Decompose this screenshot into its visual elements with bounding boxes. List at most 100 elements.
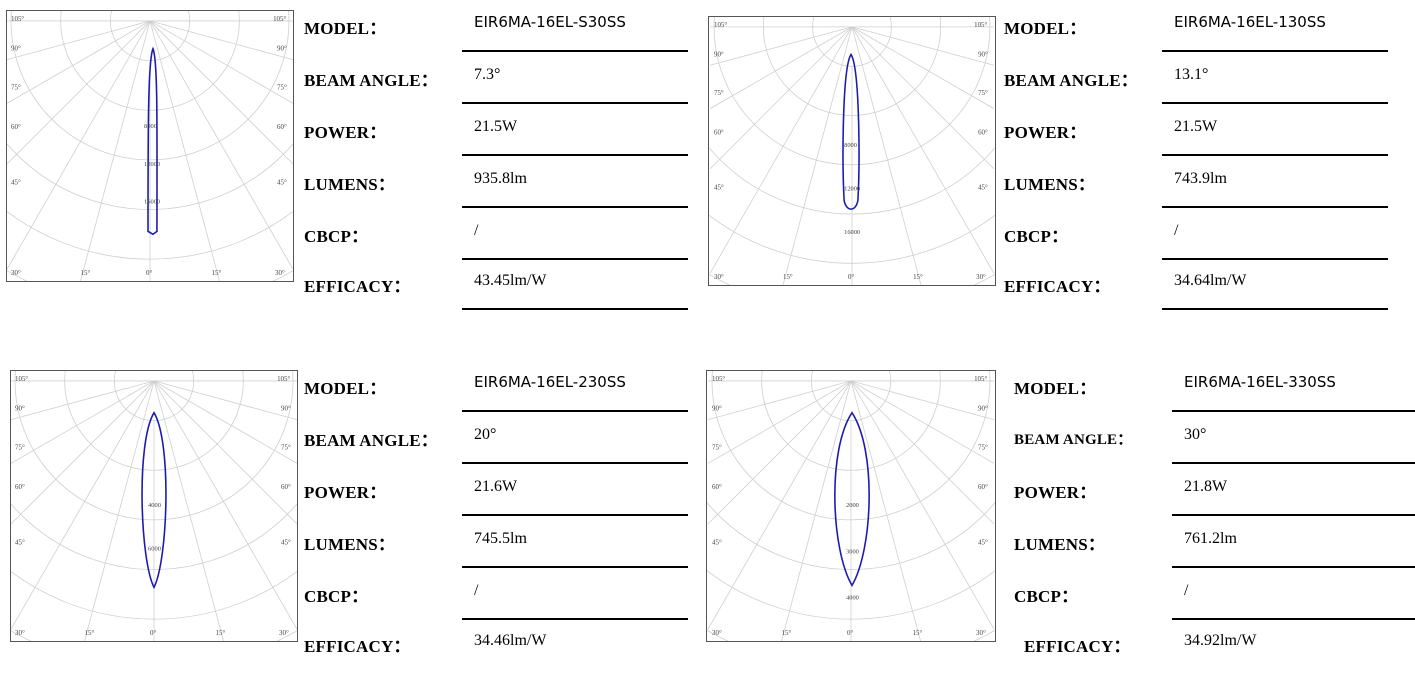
ring-label: 8000 <box>144 123 157 130</box>
angle-label: 15° <box>212 269 222 277</box>
cbcp-value: / <box>474 222 479 239</box>
angle-label: 30° <box>275 269 285 277</box>
angle-label: 90° <box>712 405 722 413</box>
angle-label: 0° <box>847 629 853 637</box>
ring-label: 16000 <box>144 199 160 206</box>
polar-diagram: 8000 12000 16000 105° 90° 75° 60° 45° 30… <box>708 16 996 286</box>
angle-label: 45° <box>277 179 287 187</box>
ring-label: 12000 <box>144 161 160 168</box>
angle-label: 15° <box>783 274 793 281</box>
row-divider <box>462 308 688 310</box>
row-divider <box>462 462 688 464</box>
ring-label: 8000 <box>844 142 857 149</box>
model-label: MODEL： <box>1014 379 1097 398</box>
ring-label: 4000 <box>148 502 161 509</box>
row-divider <box>1162 102 1388 104</box>
intensity-curve <box>141 411 167 590</box>
angle-label: 75° <box>277 83 287 91</box>
angle-label: 45° <box>281 539 291 547</box>
angle-label: 45° <box>712 539 722 547</box>
ring-label: 6000 <box>148 546 161 553</box>
angle-label: 90° <box>714 51 724 58</box>
lumens-value: 935.8lm <box>474 170 527 187</box>
angle-label: 30° <box>712 629 722 637</box>
row-divider <box>462 514 688 516</box>
angle-label: 45° <box>714 184 724 191</box>
product-card-1: 8000 12000 16000 105° 90° 75° 60° 45° 30… <box>0 0 700 320</box>
row-divider <box>462 258 688 260</box>
row-divider <box>462 618 688 620</box>
row-divider <box>1162 308 1388 310</box>
power-label: POWER： <box>1014 483 1097 502</box>
angle-label: 15° <box>81 269 91 277</box>
model-label: MODEL： <box>1004 19 1087 38</box>
lumens-label: LUMENS： <box>304 175 396 194</box>
spec-row-cbcp: CBCP： / <box>1014 568 1415 620</box>
polar-diagram: 4000 6000 105° 90° 75° 60° 45° 30° 15° 0… <box>10 370 298 642</box>
angle-label: 60° <box>714 129 724 136</box>
model-value: EIR6MA-16EL-S30SS <box>474 13 626 31</box>
ring-label: 16000 <box>844 229 860 236</box>
angle-label: 90° <box>11 45 21 53</box>
spec-row-lumens: LUMENS： 743.9lm <box>1004 156 1388 208</box>
intensity-curve <box>842 52 860 210</box>
row-divider <box>1162 206 1388 208</box>
angle-label: 15° <box>782 629 792 637</box>
product-card-3: 4000 6000 105° 90° 75° 60° 45° 30° 15° 0… <box>0 360 700 680</box>
efficacy-value: 43.45lm/W <box>474 272 547 289</box>
efficacy-label: EFFICACY： <box>304 637 411 656</box>
model-value: EIR6MA-16EL-130SS <box>1174 13 1326 31</box>
intensity-curve <box>834 411 870 587</box>
efficacy-value: 34.92lm/W <box>1184 632 1257 649</box>
angle-label: 105° <box>974 22 987 29</box>
angle-label: 15° <box>216 629 226 637</box>
angle-label: 90° <box>281 405 291 413</box>
row-divider <box>1172 514 1415 516</box>
lumens-value: 743.9lm <box>1174 170 1227 187</box>
angle-label: 0° <box>848 274 854 281</box>
cbcp-value: / <box>474 582 479 599</box>
row-divider <box>1172 462 1415 464</box>
row-divider <box>1172 566 1415 568</box>
model-label: MODEL： <box>304 19 387 38</box>
row-divider <box>462 410 688 412</box>
angle-label: 75° <box>978 90 988 97</box>
ring-label: 2000 <box>846 502 859 509</box>
angle-label: 45° <box>978 539 988 547</box>
angle-label: 105° <box>277 375 290 383</box>
angle-label: 75° <box>15 443 25 451</box>
cbcp-label: CBCP： <box>304 227 369 246</box>
spec-row-power: POWER： 21.6W <box>304 464 688 516</box>
spec-row-beam-angle: BEAM ANGLE： 20° <box>304 412 688 464</box>
spec-row-lumens: LUMENS： 761.2lm <box>1014 516 1415 568</box>
lumens-value: 745.5lm <box>474 530 527 547</box>
angle-label: 75° <box>712 443 722 451</box>
spec-row-model: MODEL： EIR6MA-16EL-130SS <box>1004 0 1388 52</box>
cbcp-label: CBCP： <box>1014 587 1079 606</box>
angle-label: 60° <box>712 483 722 491</box>
angle-label: 60° <box>978 129 988 136</box>
polar-svg: 2000 3000 4000 105° 90° 75° 60° 45° 30° … <box>707 371 995 641</box>
angle-label: 75° <box>714 90 724 97</box>
angle-label: 105° <box>712 375 725 383</box>
power-value: 21.6W <box>474 478 518 495</box>
spec-row-power: POWER： 21.5W <box>1004 104 1388 156</box>
efficacy-value: 34.64lm/W <box>1174 272 1247 289</box>
angle-label: 105° <box>11 15 24 23</box>
lumens-label: LUMENS： <box>1014 535 1106 554</box>
efficacy-label: EFFICACY： <box>1024 637 1131 656</box>
model-value: EIR6MA-16EL-330SS <box>1184 373 1336 391</box>
angle-label: 75° <box>281 443 291 451</box>
power-label: POWER： <box>1004 123 1087 142</box>
angle-label: 45° <box>11 179 21 187</box>
spec-row-beam-angle: BEAM ANGLE： 30° <box>1014 412 1415 464</box>
row-divider <box>1162 154 1388 156</box>
power-value: 21.5W <box>474 118 518 135</box>
polar-svg: 4000 6000 105° 90° 75° 60° 45° 30° 15° 0… <box>11 371 297 641</box>
lumens-label: LUMENS： <box>1004 175 1096 194</box>
spec-row-efficacy: EFFICACY： 34.64lm/W <box>1004 258 1388 310</box>
ring-label: 12000 <box>844 185 860 192</box>
intensity-curve <box>147 46 158 236</box>
power-label: POWER： <box>304 483 387 502</box>
spec-row-cbcp: CBCP： / <box>304 568 688 620</box>
